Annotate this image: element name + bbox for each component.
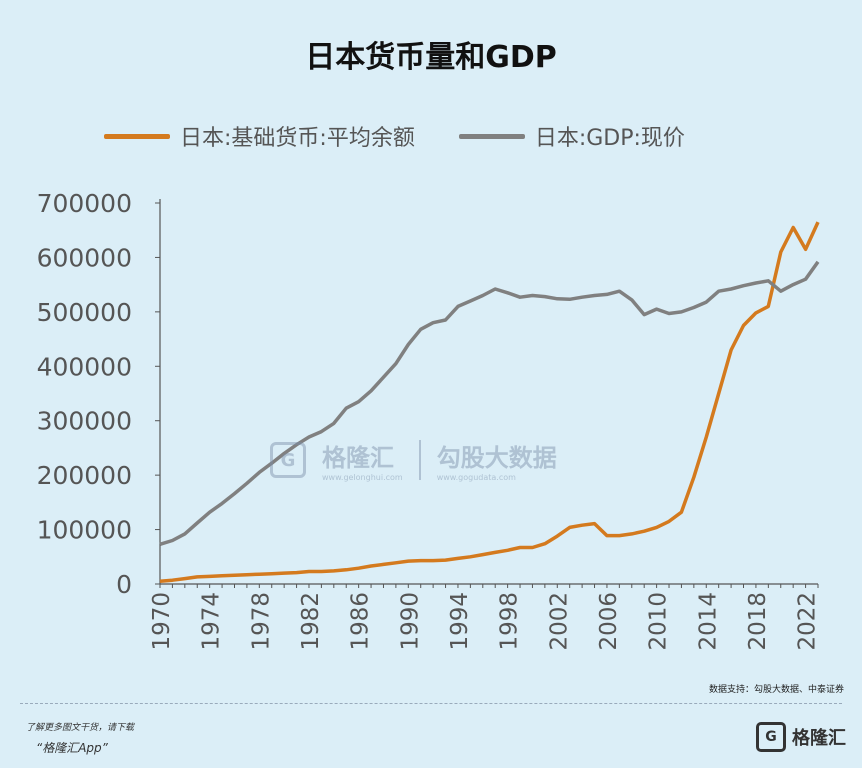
legend-label-base-money: 日本:基础货币:平均余额	[180, 126, 415, 151]
chart-title: 日本货币量和GDP	[305, 40, 557, 75]
x-tick-label: 1970	[149, 592, 175, 651]
x-tick-label: 1978	[248, 592, 274, 651]
y-tick-label: 600000	[37, 243, 132, 272]
y-tick-label: 700000	[37, 189, 132, 218]
x-tick-label: 1990	[397, 592, 423, 651]
footer-logo[interactable]: G 格隆汇	[756, 722, 846, 752]
watermark-partner-url: www.gogudata.com	[436, 473, 516, 482]
y-tick-label: 400000	[37, 352, 132, 381]
watermark-partner-block: 勾股大数据 www.gogudata.com	[437, 438, 557, 482]
legend-item-base-money: 日本:基础货币:平均余额	[104, 120, 415, 152]
x-tick-label: 2022	[795, 592, 821, 651]
x-tick-label: 2002	[546, 592, 572, 651]
source-note: 数据支持：勾股大数据、中泰证券	[708, 685, 844, 695]
y-tick-label: 500000	[37, 298, 132, 327]
x-tick-label: 2006	[596, 592, 622, 651]
legend-swatch-base-money	[104, 133, 170, 139]
x-tick-label: 2018	[745, 592, 771, 651]
watermark-brand-url: www.gelonghui.com	[322, 473, 403, 482]
gelonghui-logo-icon: G	[270, 442, 306, 478]
x-tick-label: 1974	[199, 592, 225, 651]
x-tick-label: 1982	[298, 592, 324, 651]
legend-swatch-gdp	[458, 133, 525, 139]
watermark-partner: 勾股大数据	[436, 444, 557, 472]
footer-promo: 了解更多图文干货，请下载 “格隆汇App”	[26, 718, 134, 758]
y-tick-label: 0	[116, 570, 132, 599]
watermark: G 格隆汇 www.gelonghui.com 勾股大数据 www.goguda…	[270, 438, 557, 482]
x-tick-label: 2014	[695, 592, 721, 651]
x-tick-label: 1986	[348, 592, 374, 651]
line-chart: 0 100000 200000 300000 400000 500000 600000 700…	[37, 189, 821, 651]
watermark-divider	[418, 440, 421, 480]
legend-item-gdp: 日本:GDP:现价	[458, 120, 685, 152]
footer-promo-line2: “格隆汇App”	[36, 741, 108, 755]
y-tick-label: 300000	[37, 407, 132, 436]
footer-divider	[20, 703, 842, 704]
legend: 日本:基础货币:平均余额 日本:GDP:现价	[104, 118, 685, 154]
series-line-base-money	[159, 221, 820, 584]
x-tick-label: 1994	[447, 592, 473, 651]
legend-label-gdp: 日本:GDP:现价	[534, 126, 685, 151]
watermark-brand-block: 格隆汇 www.gelonghui.com	[322, 438, 403, 482]
watermark-brand: 格隆汇	[322, 444, 394, 472]
footer-promo-line1: 了解更多图文干货，请下载	[26, 723, 135, 733]
y-tick-label: 100000	[37, 516, 132, 545]
x-tick-label: 1998	[497, 592, 523, 651]
series-line-gdp	[159, 260, 820, 546]
gelonghui-app-icon: G	[756, 722, 786, 752]
y-tick-label: 200000	[37, 461, 132, 490]
footer-logo-text: 格隆汇	[792, 728, 846, 749]
x-tick-label: 2010	[646, 592, 672, 651]
